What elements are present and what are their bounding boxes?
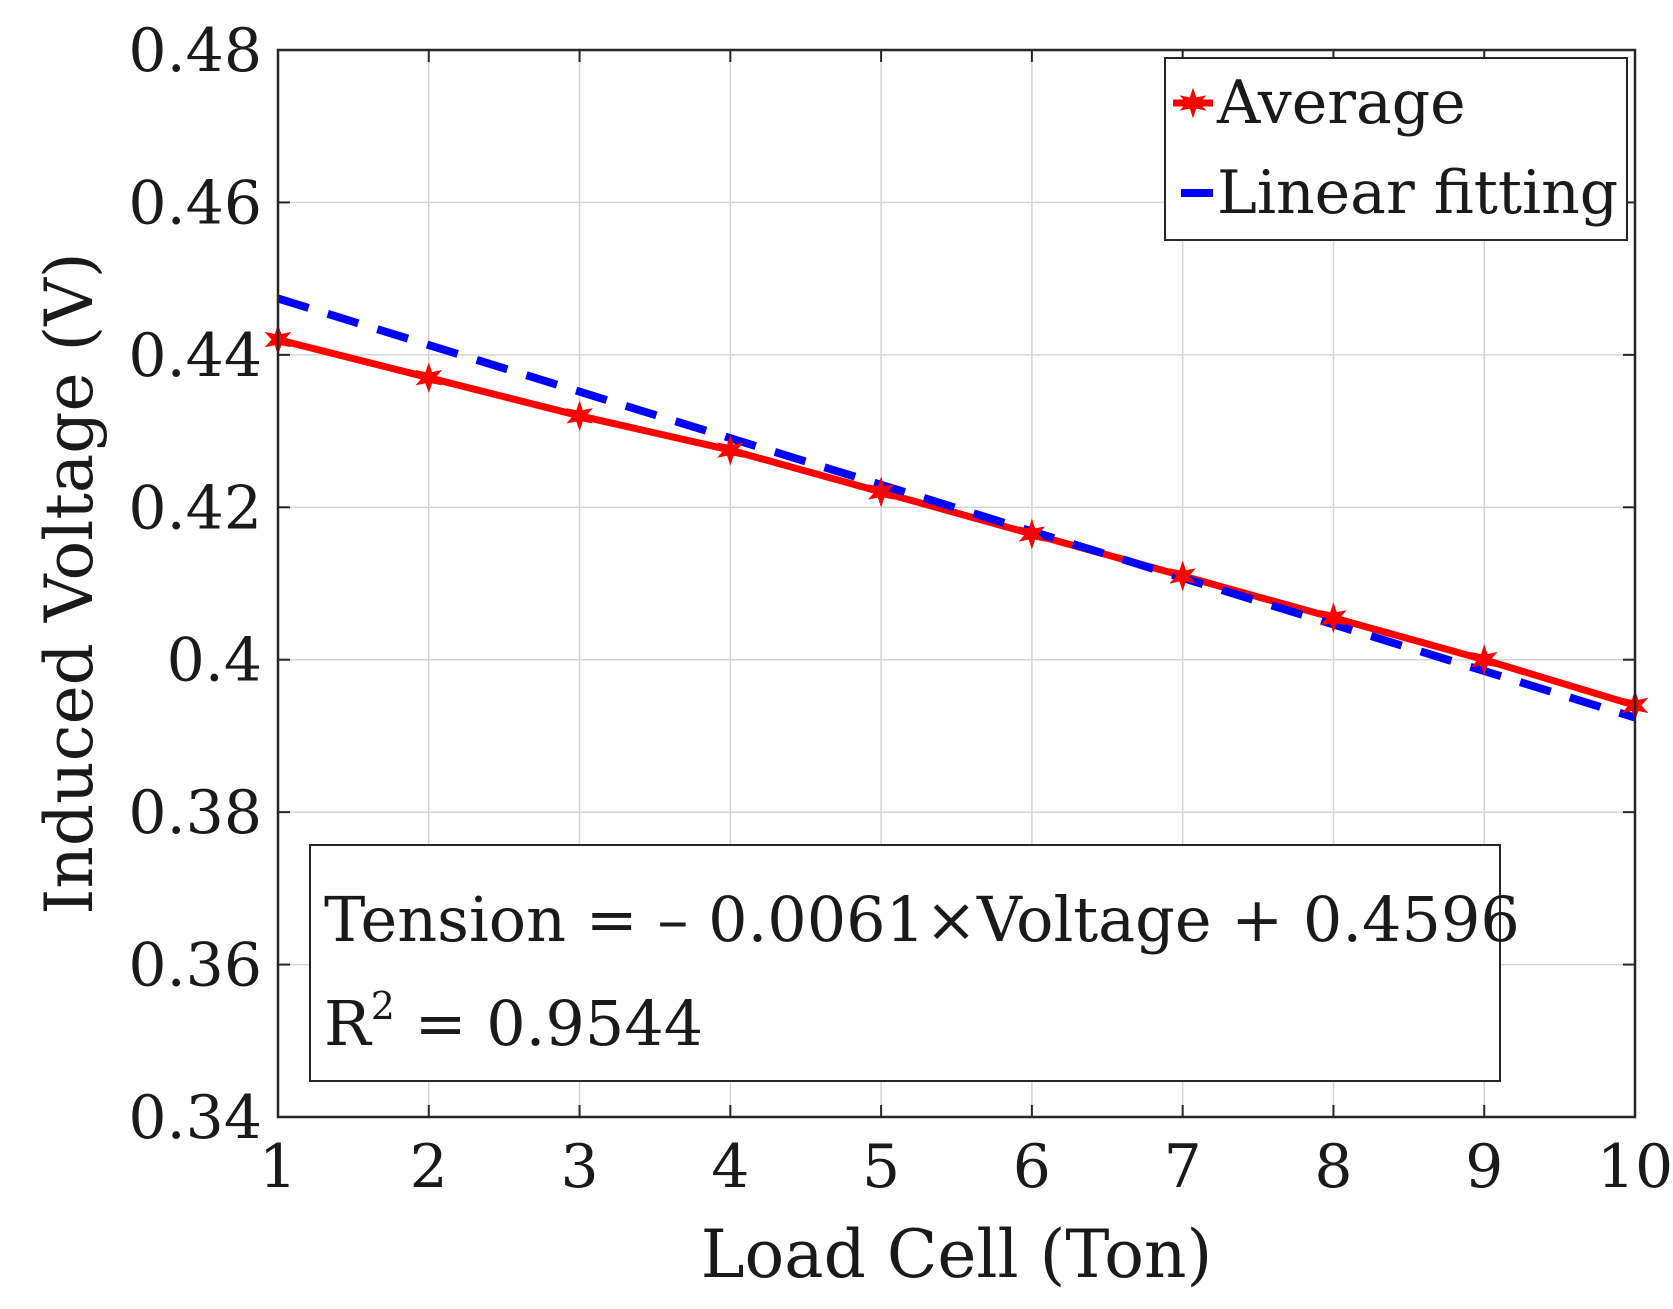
legend-marker [1179,87,1207,119]
data-point-average [867,476,895,508]
legend-label: Linear fitting [1217,158,1618,228]
legend: Average Linear fitting [1164,57,1628,241]
x-tick-label: 8 [1314,1132,1352,1202]
data-point-average [717,434,744,466]
y-tick-labels: 0.34 0.36 0.38 0.4 0.42 0.44 0.46 0.48 [128,16,262,1153]
y-tick-label: 0.42 [128,473,262,543]
equation-box: Tension = – 0.0061×Voltage + 0.4596 R2 =… [309,844,1520,1082]
r-squared-superscript: 2 [371,984,395,1028]
equation-text: Tension = – 0.0061×Voltage + 0.4596 [324,883,1520,956]
y-tick-label: 0.38 [128,778,262,848]
x-tick-label: 10 [1597,1132,1673,1202]
y-axis-title: Induced Voltage (V) [31,252,108,914]
x-axis-title: Load Cell (Ton) [701,1216,1213,1293]
y-tick-label: 0.46 [128,168,262,238]
r-squared-prefix: R [324,987,373,1060]
y-tick-label: 0.4 [167,626,262,696]
series-line-average [277,336,1637,709]
legend-frame [1164,57,1628,241]
y-tick-label: 0.48 [128,16,262,86]
data-point-average [415,362,443,394]
plot-frame [276,48,1637,1119]
x-tick-label: 2 [410,1132,448,1202]
x-tick-label: 1 [259,1132,297,1202]
data-point-average [1320,602,1347,634]
equation-box-frame [309,844,1501,1082]
x-tick-label: 7 [1164,1132,1202,1202]
data-point-average [1169,560,1196,592]
r-squared-value: = 0.9544 [395,987,703,1060]
y-tick-label: 0.36 [128,931,262,1001]
data-point-average [566,400,593,432]
r-squared-text: R2 = 0.9544 [324,984,703,1060]
y-tick-label: 0.34 [128,1083,262,1153]
series-layer [264,294,1649,722]
x-tick-label: 3 [560,1132,598,1202]
data-point-average [1470,644,1498,676]
x-tick-label: 6 [1013,1132,1051,1202]
series-line-linear-fitting [276,294,1637,722]
x-tick-labels: 1 2 3 4 5 6 7 8 9 10 [259,1132,1673,1202]
legend-label: Average [1216,68,1466,138]
x-tick-label: 4 [711,1132,749,1202]
x-tick-label: 5 [862,1132,900,1202]
x-tick-label: 9 [1465,1132,1503,1202]
data-point-average [1018,518,1046,550]
y-tick-label: 0.44 [128,321,262,391]
